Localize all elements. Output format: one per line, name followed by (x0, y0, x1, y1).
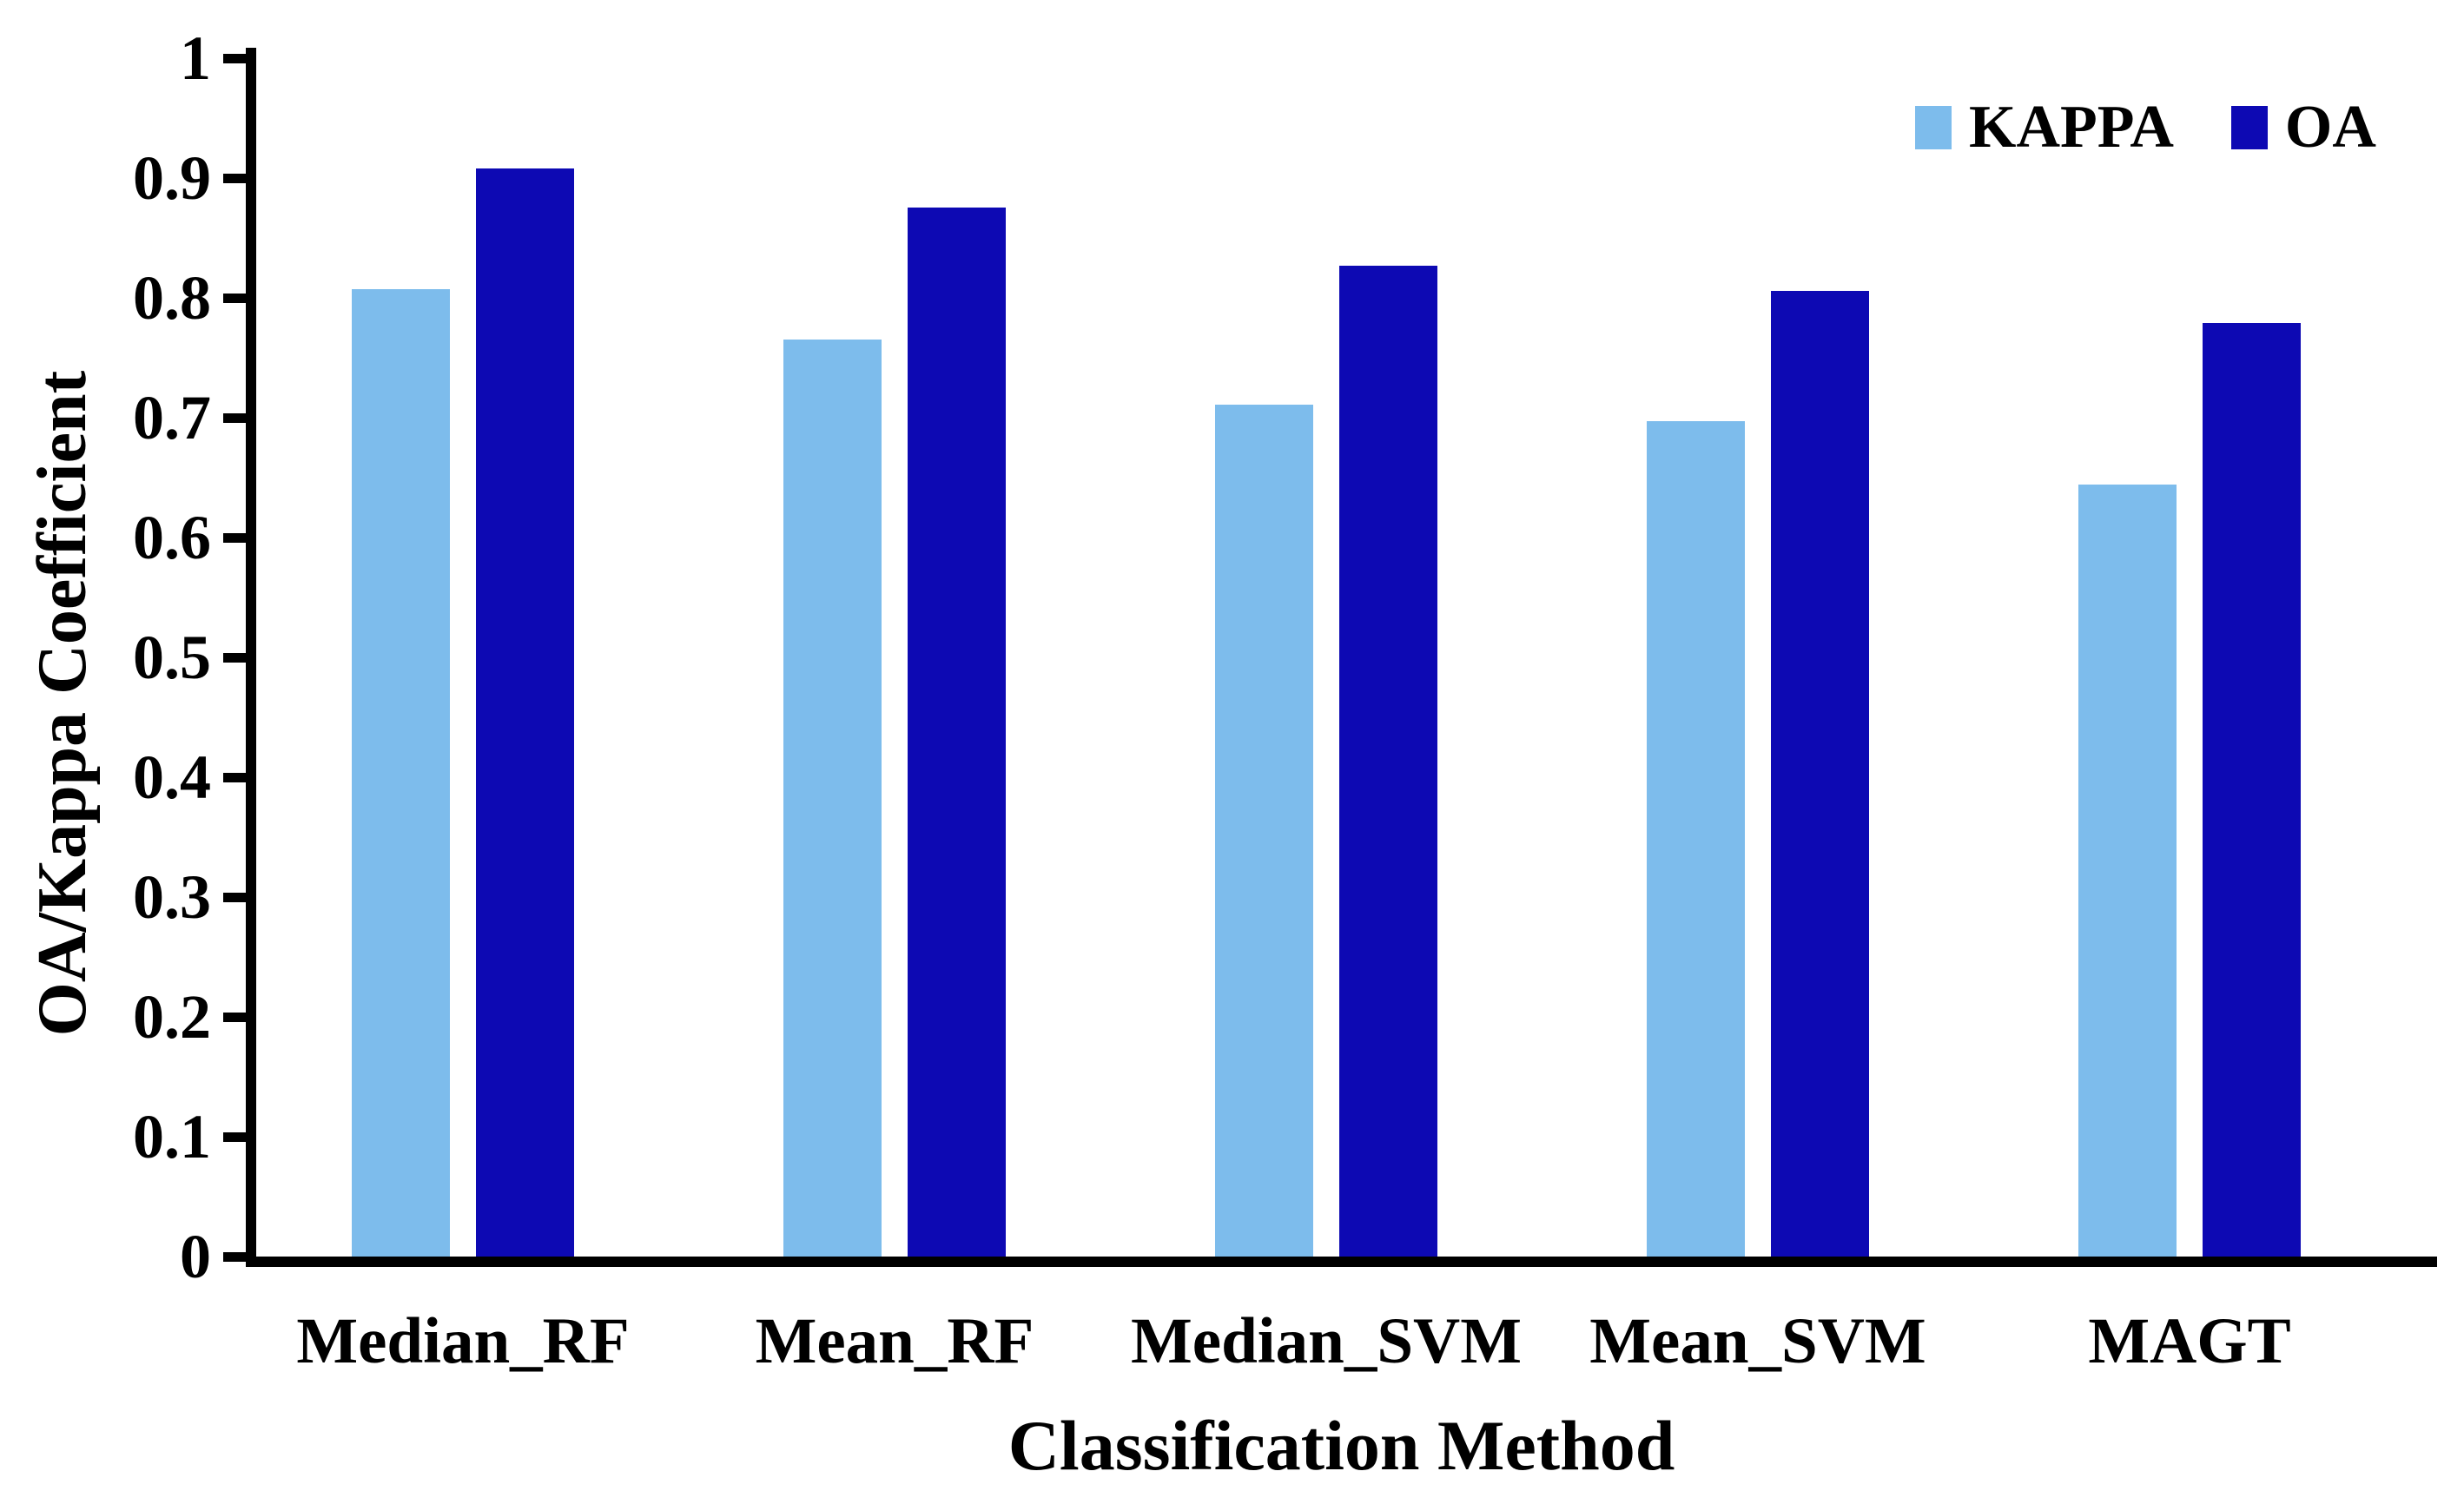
legend-item-kappa: KAPPA (1915, 97, 2174, 158)
x-category-label-median_svm: Median_SVM (1131, 1305, 1522, 1377)
bar-kappa-magt (2078, 485, 2177, 1257)
bar-oa-median_rf (476, 168, 574, 1257)
legend-item-oa: OA (2230, 94, 2376, 161)
legend-swatch-kappa (1915, 106, 1952, 149)
legend-swatch-oa (2230, 106, 2268, 149)
bar-kappa-mean_svm (1647, 421, 1745, 1257)
legend-label-oa: OA (2284, 94, 2376, 161)
y-tick-mark-0.2 (223, 1013, 256, 1022)
x-category-label-mean_rf: Mean_RF (755, 1305, 1034, 1377)
bar-oa-mean_rf (908, 208, 1006, 1257)
y-tick-label-0.6: 0.6 (133, 503, 211, 572)
y-tick-mark-1 (223, 54, 256, 63)
y-tick-label-0.1: 0.1 (133, 1102, 211, 1171)
x-category-label-magt: MAGT (2088, 1305, 2291, 1377)
bar-oa-median_svm (1339, 266, 1437, 1257)
y-tick-label-0.2: 0.2 (133, 982, 211, 1052)
y-tick-mark-0.6 (223, 533, 256, 543)
bar-kappa-median_svm (1215, 405, 1313, 1257)
y-tick-mark-0 (223, 1252, 256, 1262)
y-tick-label-0: 0 (180, 1222, 211, 1291)
y-tick-label-0.5: 0.5 (133, 623, 211, 692)
legend-label-kappa: KAPPA (1969, 94, 2174, 161)
y-tick-mark-0.4 (223, 773, 256, 782)
legend: KAPPA OA (1915, 97, 2376, 158)
y-tick-mark-0.5 (223, 653, 256, 663)
y-tick-mark-0.3 (223, 893, 256, 902)
x-axis-title: Classification Method (1007, 1406, 1675, 1485)
y-tick-label-1: 1 (180, 23, 211, 93)
y-tick-label-0.9: 0.9 (133, 143, 211, 213)
y-tick-label-0.7: 0.7 (133, 383, 211, 452)
y-tick-label-0.8: 0.8 (133, 263, 211, 333)
bar-kappa-mean_rf (783, 340, 882, 1257)
bar-kappa-median_rf (352, 289, 450, 1257)
y-tick-mark-0.1 (223, 1132, 256, 1142)
y-tick-mark-0.7 (223, 413, 256, 423)
bar-oa-magt (2203, 323, 2301, 1257)
x-axis-line (246, 1257, 2437, 1267)
y-tick-mark-0.9 (223, 174, 256, 183)
x-category-label-median_rf: Median_RF (296, 1305, 630, 1377)
y-tick-mark-0.8 (223, 294, 256, 303)
x-category-label-mean_svm: Mean_SVM (1589, 1305, 1926, 1377)
bar-oa-mean_svm (1771, 291, 1869, 1257)
y-tick-label-0.4: 0.4 (133, 742, 211, 812)
y-tick-label-0.3: 0.3 (133, 862, 211, 932)
